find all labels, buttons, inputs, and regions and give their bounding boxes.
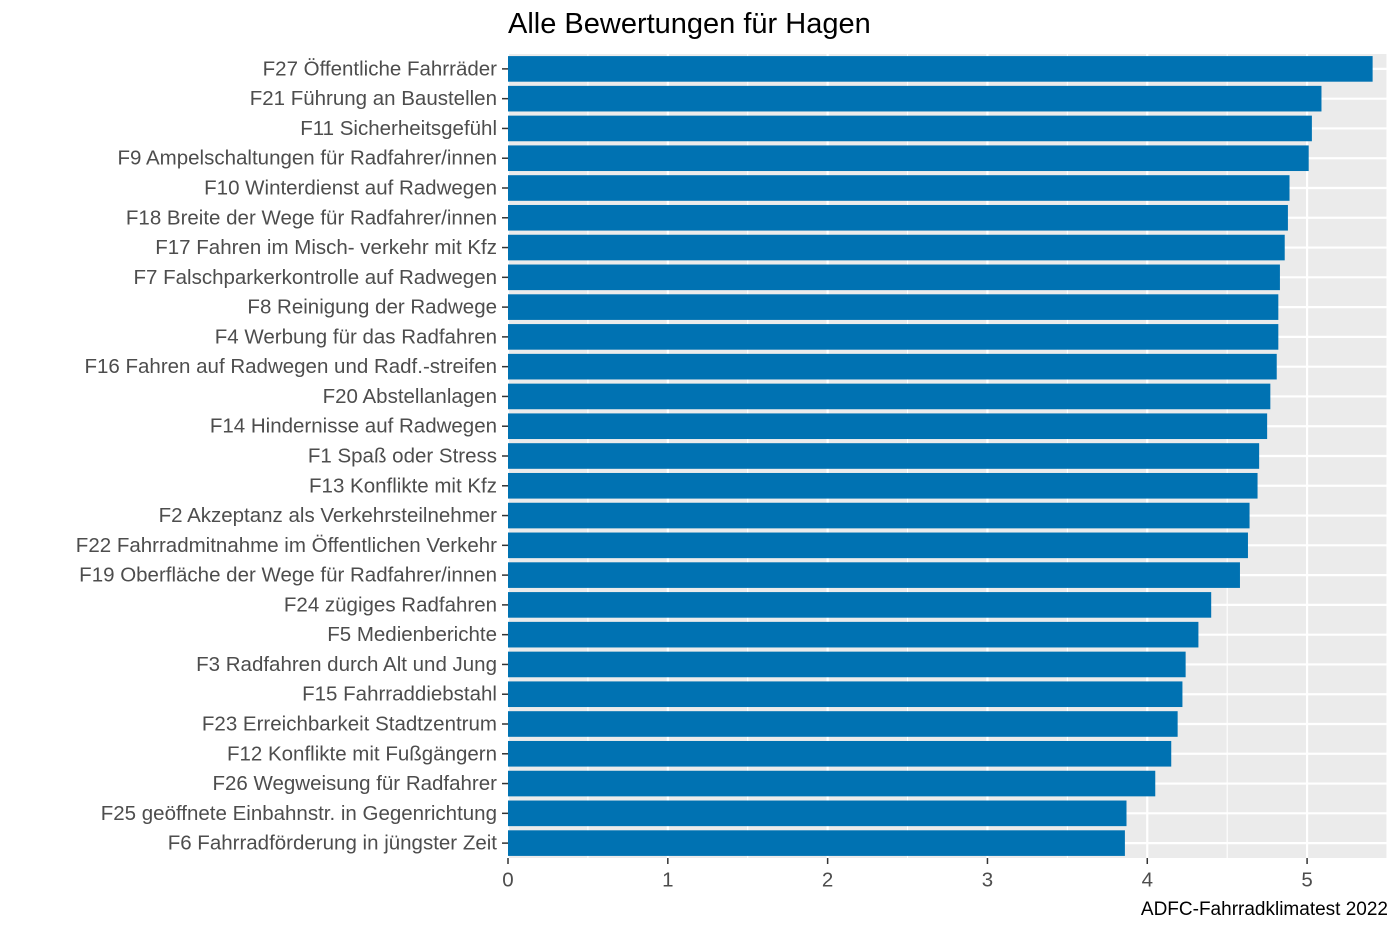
category-label: F9 Ampelschaltungen für Radfahrer/innen: [118, 147, 497, 170]
bar-23: [508, 711, 1178, 737]
x-tick-label: 2: [822, 869, 833, 892]
bar-12: [508, 383, 1271, 410]
bar-1: [508, 56, 1373, 82]
category-label: F27 Öffentliche Fahrräder: [263, 57, 498, 80]
bar-21: [508, 651, 1186, 678]
bar-18: [508, 562, 1240, 588]
category-label: F17 Fahren im Misch- verkehr mit Kfz: [155, 236, 497, 259]
x-tick-label: 1: [662, 869, 673, 892]
category-label: F22 Fahrradmitnahme im Öffentlichen Verk…: [76, 534, 497, 557]
x-tick-label: 3: [982, 869, 993, 892]
bar-13: [508, 413, 1268, 440]
category-label: F5 Medienberichte: [327, 623, 497, 646]
bar-16: [508, 502, 1250, 529]
bar-10: [508, 324, 1279, 350]
bar-17: [508, 532, 1248, 559]
category-label: F24 zügiges Radfahren: [284, 593, 497, 616]
bar-15: [508, 472, 1258, 499]
x-axis: 0 1 2 3 4 5: [502, 858, 1313, 892]
category-label: F26 Wegweisung für Radfahrer: [213, 772, 498, 795]
bar-25: [508, 770, 1156, 797]
bar-8: [508, 264, 1280, 291]
category-label: F7 Falschparkerkontrolle auf Radwegen: [134, 266, 498, 289]
category-label: F19 Oberfläche der Wege für Radfahrer/in…: [79, 564, 497, 587]
category-label: F13 Konflikte mit Kfz: [309, 474, 497, 497]
category-label: F21 Führung an Baustellen: [250, 87, 497, 110]
bar-5: [508, 175, 1290, 201]
category-label: F25 geöffnete Einbahnstr. in Gegenrichtu…: [101, 802, 497, 825]
chart-caption: ADFC-Fahrradklimatest 2022: [1140, 899, 1388, 920]
category-label: F6 Fahrradförderung in jüngster Zeit: [168, 832, 498, 855]
category-label: F11 Sicherheitsgefühl: [300, 117, 497, 140]
category-label: F2 Akzeptanz als Verkehrsteilnehmer: [159, 504, 498, 527]
category-label: F1 Spaß oder Stress: [308, 445, 497, 468]
category-label: F14 Hindernisse auf Radwegen: [210, 415, 497, 438]
category-label: F10 Winterdienst auf Radwegen: [204, 177, 497, 200]
category-labels: F27 Öffentliche Fahrräder F21 Führung an …: [76, 57, 508, 855]
category-label: F16 Fahren auf Radwegen und Radf.-streif…: [84, 355, 497, 378]
category-label: F23 Erreichbarkeit Stadtzentrum: [202, 713, 497, 736]
bar-27: [508, 830, 1125, 856]
bar-24: [508, 740, 1172, 767]
bar-19: [508, 592, 1212, 618]
x-tick-label: 5: [1301, 869, 1312, 892]
category-label: F12 Konflikte mit Fußgängern: [227, 742, 497, 765]
bar-2: [508, 85, 1322, 112]
bar-20: [508, 621, 1199, 648]
category-label: F8 Reinigung der Radwege: [247, 296, 497, 319]
category-label: F3 Radfahren durch Alt und Jung: [196, 653, 497, 676]
category-label: F18 Breite der Wege für Radfahrer/innen: [126, 206, 497, 229]
category-label: F20 Abstellanlagen: [323, 385, 497, 408]
x-tick-label: 0: [502, 869, 513, 892]
bar-9: [508, 294, 1279, 320]
bar-26: [508, 800, 1127, 827]
chart-title: Alle Bewertungen für Hagen: [508, 8, 871, 40]
category-label: F4 Werbung für das Radfahren: [215, 325, 497, 348]
bar-14: [508, 443, 1260, 469]
bars: [508, 56, 1373, 856]
bar-6: [508, 204, 1288, 231]
category-label: F15 Fahrraddiebstahl: [302, 683, 497, 706]
bar-4: [508, 145, 1309, 172]
bar-7: [508, 234, 1285, 261]
bar-3: [508, 115, 1312, 142]
bar-11: [508, 353, 1277, 380]
x-tick-label: 4: [1142, 869, 1153, 892]
bar-22: [508, 681, 1183, 708]
